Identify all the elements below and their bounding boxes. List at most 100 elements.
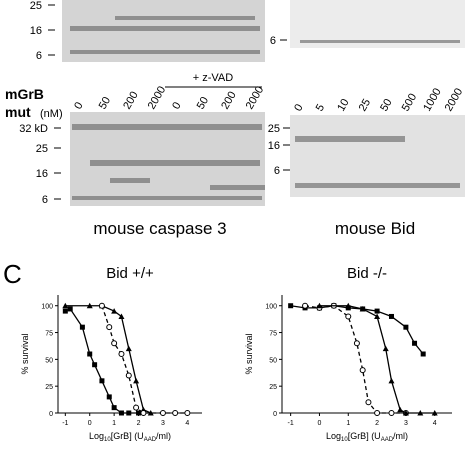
point [397, 406, 404, 413]
y-tick-label: 100 [265, 304, 277, 311]
x-axis-label-part: AAD [144, 437, 157, 443]
band [70, 26, 260, 31]
point [118, 410, 124, 416]
lane-label: 25 [357, 97, 374, 114]
x-axis-label: Log10[GrB] (UAAD/ml) [326, 431, 408, 443]
point [159, 410, 166, 416]
unit-label: (nM) [40, 108, 63, 120]
marker-label: 25 [36, 143, 48, 155]
x-axis-label: Log10[GrB] (UAAD/ml) [89, 431, 171, 443]
point [62, 308, 68, 314]
band [210, 185, 265, 190]
protein-label: mGrB [5, 86, 44, 102]
x-axis-label-part: /ml) [393, 431, 408, 441]
x-tick-label: -1 [288, 420, 294, 427]
lane-label: 5 [314, 102, 327, 113]
lane-label: 0 [292, 102, 305, 113]
lane-label: 200 [219, 90, 239, 112]
point [288, 303, 294, 309]
series-line [290, 305, 424, 355]
plot-title: Bid +/+ [106, 265, 154, 282]
point [417, 410, 424, 416]
lane-label: 2000 [146, 84, 169, 111]
series-line [101, 305, 188, 414]
y-tick-label: 0 [273, 411, 277, 418]
series-line [304, 305, 406, 414]
caption: mouse caspase 3 [93, 219, 226, 238]
point [374, 313, 381, 319]
point [316, 302, 323, 309]
band [115, 16, 255, 20]
point [86, 302, 93, 309]
point [345, 313, 352, 320]
point [125, 372, 132, 379]
lane-label: 0 [72, 100, 85, 111]
point [133, 377, 140, 384]
point [106, 324, 113, 331]
y-axis-label: % survival [20, 333, 30, 374]
point [184, 410, 191, 416]
marker-label: 6 [42, 194, 48, 206]
point [353, 340, 360, 347]
point [67, 306, 73, 312]
band [295, 136, 405, 142]
x-tick-label: 4 [185, 420, 189, 427]
point [111, 340, 118, 347]
y-tick-label: 50 [45, 357, 53, 364]
panel-label: C [3, 259, 22, 289]
x-tick-label: 4 [433, 420, 437, 427]
x-axis-label-part: Log [326, 431, 341, 441]
point [111, 308, 118, 314]
point [374, 410, 381, 416]
point [412, 340, 418, 346]
point [92, 362, 98, 368]
x-tick-label: 3 [404, 420, 408, 427]
point [403, 324, 409, 330]
point [420, 351, 426, 357]
point [79, 324, 85, 330]
x-tick-label: -1 [62, 420, 68, 427]
x-axis-label-part: 10 [104, 437, 111, 443]
lane-label: 500 [400, 92, 420, 114]
marker-label: 32 kD [19, 123, 48, 135]
y-tick-label: 75 [269, 331, 277, 338]
point [388, 410, 395, 416]
series-line [319, 305, 435, 414]
x-tick-label: 2 [137, 420, 141, 427]
lane-label: 2000 [443, 86, 466, 113]
y-tick-label: 75 [45, 331, 53, 338]
point [359, 367, 366, 374]
x-axis-label-part: Log [89, 431, 104, 441]
point [87, 351, 93, 357]
marker-label: 16 [36, 168, 48, 180]
x-axis-label-part: 10 [341, 437, 348, 443]
band [110, 178, 150, 183]
point [365, 399, 372, 406]
mut-label: mut [5, 104, 31, 120]
x-axis-label-part: /ml) [156, 431, 171, 441]
point [118, 351, 125, 357]
x-axis-label-part: [GrB] (U [111, 431, 144, 441]
x-tick-label: 1 [112, 420, 116, 427]
point [118, 313, 125, 319]
marker-label: 6 [36, 50, 42, 62]
point [431, 410, 438, 416]
x-tick-label: 2 [375, 420, 379, 427]
x-axis-label-part: [GrB] (U [348, 431, 381, 441]
y-tick-label: 0 [49, 411, 53, 418]
band [90, 160, 260, 166]
point [125, 345, 132, 352]
lane-label: 50 [378, 97, 395, 114]
point [111, 405, 117, 411]
point [126, 410, 132, 416]
lane-label: 0 [170, 100, 183, 111]
x-axis-label-part: AAD [381, 437, 394, 443]
point [98, 302, 105, 309]
point [172, 410, 179, 416]
lane-label: 50 [195, 95, 212, 112]
y-tick-label: 25 [269, 384, 277, 391]
marker-label: 25 [268, 123, 280, 135]
marker-label: 6 [274, 165, 280, 177]
series-line [65, 308, 139, 414]
